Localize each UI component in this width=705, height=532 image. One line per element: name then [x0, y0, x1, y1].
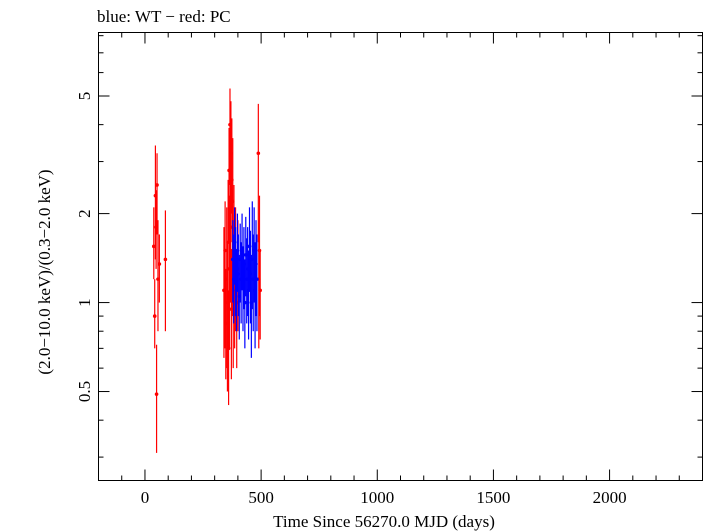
y-axis-label: (2.0−10.0 keV)/(0.3−2.0 keV): [35, 169, 54, 374]
x-axis: 0 500 1000 1500 2000: [98, 32, 703, 507]
y-axis: 0.5 1 2 5: [75, 35, 703, 458]
y-tick-label: 0.5: [75, 381, 94, 402]
chart-title: blue: WT − red: PC: [97, 7, 231, 26]
data-point: [256, 151, 261, 156]
data-point: [243, 300, 247, 305]
data-point: [255, 277, 259, 281]
data-point: [151, 244, 156, 249]
series-0: [151, 88, 262, 453]
data-point: [258, 288, 262, 293]
series-1: [230, 201, 259, 358]
x-tick-label: 500: [248, 488, 274, 507]
x-tick-label: 2000: [593, 488, 627, 507]
data-point: [152, 314, 157, 318]
x-tick-label: 1000: [360, 488, 394, 507]
plot-frame: [98, 32, 703, 481]
series-layer: [151, 88, 262, 453]
data-point: [163, 257, 168, 262]
y-tick-label: 5: [75, 92, 94, 101]
x-tick-label: 0: [141, 488, 150, 507]
data-point: [154, 392, 159, 396]
x-tick-label: 1500: [476, 488, 510, 507]
x-axis-label: Time Since 56270.0 MJD (days): [273, 512, 495, 531]
y-tick-label: 1: [75, 298, 94, 307]
data-point: [223, 248, 227, 253]
y-tick-label: 2: [75, 209, 94, 218]
data-point: [155, 183, 159, 187]
data-point: [157, 262, 162, 266]
